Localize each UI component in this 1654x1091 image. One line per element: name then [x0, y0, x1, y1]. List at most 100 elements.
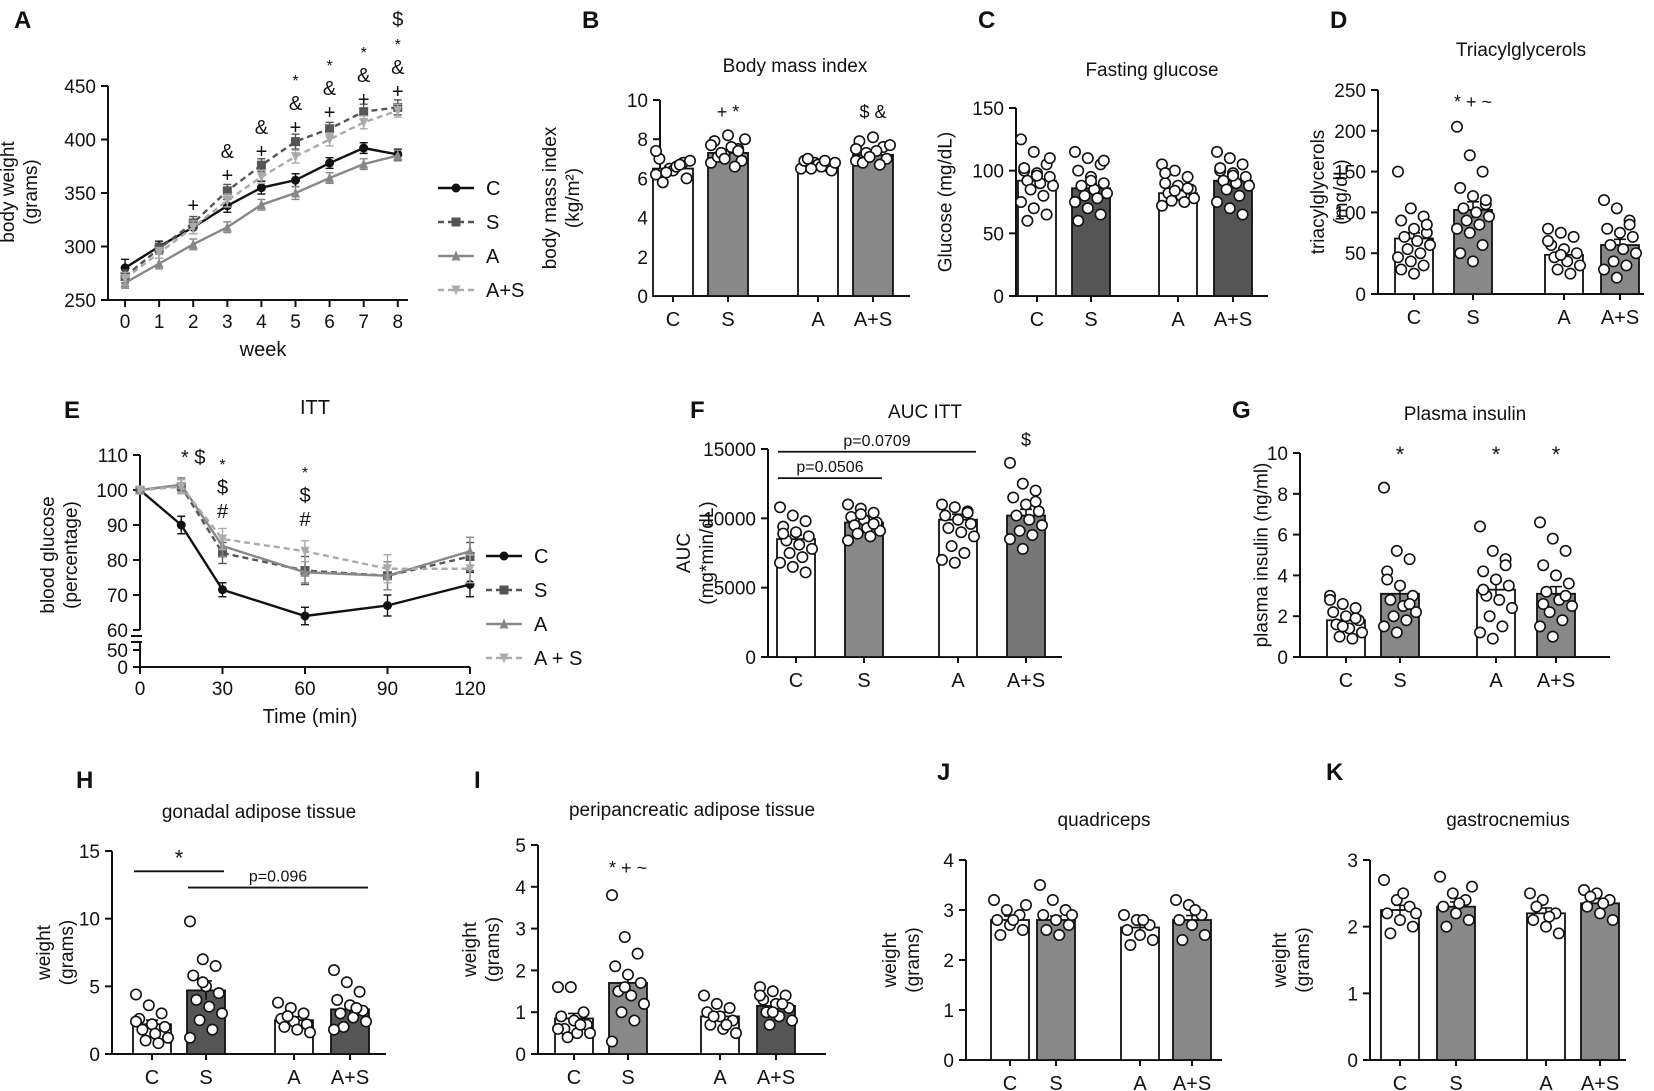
y-tick-label-J: 0	[943, 1051, 954, 1072]
data-point	[1159, 177, 1172, 190]
y-tick-label-G: 4	[1277, 566, 1288, 587]
chart-title-B: Body mass index	[723, 56, 868, 77]
data-point	[190, 993, 203, 1006]
significance-mark: +	[221, 165, 233, 187]
x-tick-label-A: 5	[290, 312, 301, 333]
data-point	[1047, 179, 1060, 192]
bar-group-D-A+S	[1598, 194, 1643, 295]
data-point	[1437, 900, 1450, 913]
data-point	[967, 530, 980, 543]
data-point	[958, 546, 971, 559]
data-point	[1434, 870, 1447, 883]
legend-marker-S	[499, 585, 509, 595]
data-point	[1014, 133, 1027, 146]
data-point	[1081, 152, 1094, 165]
legend-label-C: C	[534, 546, 548, 568]
data-point	[1384, 593, 1397, 606]
data-point	[1477, 583, 1490, 596]
data-point-S	[291, 137, 300, 147]
y-tick-label-K: 3	[1347, 851, 1358, 872]
data-point	[939, 509, 952, 522]
x-tick-label-H: C	[145, 1067, 159, 1089]
bar-group-H-A	[271, 996, 316, 1055]
legend-label-S: S	[486, 212, 499, 234]
data-point	[327, 964, 340, 977]
data-point	[1476, 239, 1489, 252]
bar-group-C-A+S	[1211, 145, 1256, 297]
data-point	[1031, 169, 1044, 182]
data-point	[158, 1020, 171, 1033]
data-point	[1601, 222, 1614, 235]
x-tick-label-A: 0	[120, 312, 131, 333]
data-point	[1018, 162, 1031, 175]
bar-group-H-S	[184, 915, 229, 1055]
data-point	[1410, 907, 1423, 920]
panel-label-B: B	[582, 7, 599, 34]
data-point	[618, 981, 631, 994]
bar-S	[707, 152, 749, 297]
significance-mark: &	[221, 141, 235, 163]
data-point	[841, 534, 854, 547]
data-point	[753, 989, 766, 1002]
data-point	[1617, 243, 1630, 256]
comparison-label: *	[175, 845, 184, 870]
data-point	[994, 928, 1007, 941]
data-point	[1540, 585, 1553, 598]
data-point	[723, 1002, 736, 1015]
y-tick-label-D: 0	[1355, 285, 1366, 306]
bar-S	[1036, 919, 1076, 1061]
y-tick-label-D: 150	[1334, 163, 1366, 184]
data-point	[1236, 208, 1249, 221]
data-point	[1211, 145, 1224, 158]
data-point	[1176, 933, 1189, 946]
data-point	[334, 1007, 347, 1020]
data-point	[1024, 183, 1037, 196]
data-point	[1227, 169, 1240, 182]
significance-mark-S: *	[1396, 442, 1405, 467]
data-point	[1394, 579, 1407, 592]
data-point	[631, 947, 644, 960]
data-point	[729, 1027, 742, 1040]
significance-mark: +	[187, 195, 199, 217]
x-tick-label-E: 60	[294, 679, 315, 700]
legend-label-C: C	[486, 178, 500, 200]
data-point	[1029, 495, 1042, 508]
data-point	[1559, 589, 1572, 602]
data-point	[951, 513, 964, 526]
data-point-A	[256, 199, 266, 210]
data-point	[1236, 158, 1249, 171]
x-tick-label-D: S	[1466, 307, 1479, 329]
significance-mark: +	[392, 81, 404, 103]
x-tick-label-D: A+S	[1601, 307, 1639, 329]
legend-label-A + S: A + S	[534, 648, 582, 670]
data-point	[1550, 569, 1563, 582]
data-point	[1378, 620, 1391, 633]
y-tick-label-C: 150	[972, 99, 1004, 120]
data-point	[621, 968, 634, 981]
data-point-A + S	[383, 564, 392, 575]
data-point	[867, 517, 880, 530]
data-point	[964, 517, 977, 530]
data-point-A + S	[176, 482, 186, 492]
data-point-A	[359, 158, 369, 169]
data-point	[1007, 491, 1020, 504]
x-tick-label-G: A	[1489, 670, 1503, 692]
data-point	[1556, 614, 1569, 627]
y-tick-label-I: 5	[515, 836, 526, 857]
legend-label-A: A	[486, 246, 500, 268]
data-point	[1542, 234, 1555, 247]
data-point	[1466, 880, 1479, 893]
data-point	[1414, 247, 1427, 260]
x-tick-label-C: A+S	[1214, 309, 1252, 331]
data-point	[1614, 226, 1627, 239]
y-tick-label-H: 5	[89, 977, 100, 998]
data-point	[291, 1023, 304, 1036]
bar-group-F-C	[773, 501, 818, 658]
significance-mark: *	[326, 58, 332, 75]
data-point	[216, 1007, 229, 1020]
data-point	[162, 1031, 175, 1044]
y-tick-label-I: 4	[515, 878, 526, 899]
data-point	[1233, 189, 1246, 202]
data-point	[680, 172, 693, 185]
data-point	[1534, 620, 1547, 633]
